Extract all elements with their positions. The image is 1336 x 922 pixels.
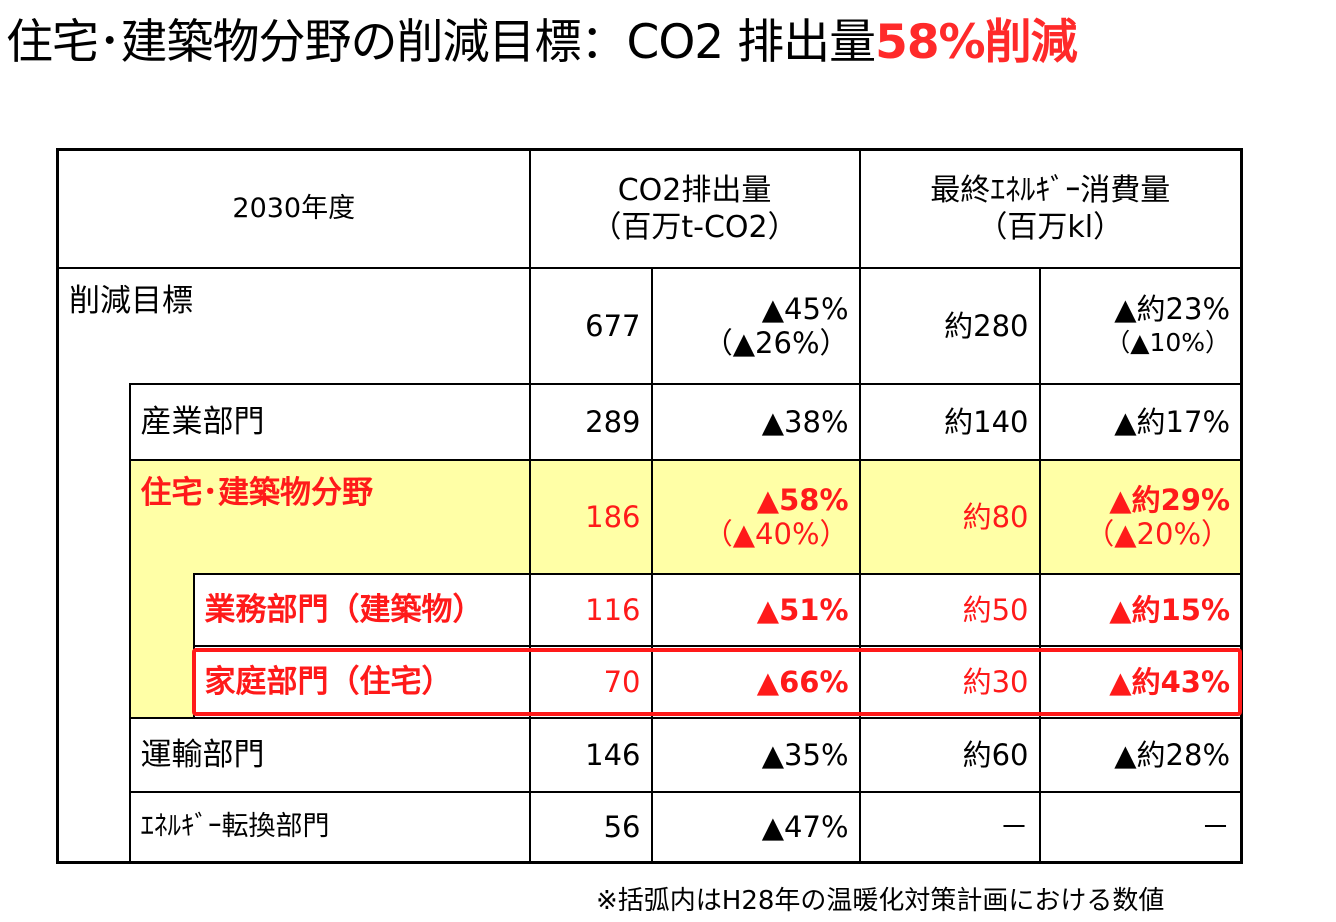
row-industry-co2-pct: ▲38% bbox=[650, 382, 861, 461]
header-co2-unit: （百万t-CO2） bbox=[591, 209, 798, 245]
title-highlight: 58%削減 bbox=[875, 15, 1077, 70]
row-building-co2-pct: ▲58% （▲40%） bbox=[650, 458, 861, 575]
row-household: 家庭部門（住宅） 70 ▲66% 約30 ▲約43% bbox=[58, 644, 1243, 719]
title-main: 住宅･建築物分野の削減目標：CO2 排出量 bbox=[6, 15, 876, 70]
row-building-energy-pct-value: ▲約29% bbox=[1109, 482, 1231, 517]
row-industry-energy-pct: ▲約17% bbox=[1038, 382, 1243, 461]
row-total-label: 削減目標 bbox=[56, 266, 531, 384]
row-transport: 運輸部門 146 ▲35% 約60 ▲約28% bbox=[58, 716, 1243, 793]
row-transport-co2-pct: ▲35% bbox=[650, 716, 861, 793]
row-business-energy: 約50 bbox=[858, 572, 1041, 647]
building-indent-spacer bbox=[128, 573, 195, 719]
row-total-co2-pct-value: ▲45% bbox=[761, 291, 849, 326]
row-total-energy-pct-value: ▲約23% bbox=[1114, 291, 1231, 326]
header-co2: CO2排出量 （百万t-CO2） bbox=[528, 148, 861, 269]
row-business-energy-pct: ▲約15% bbox=[1038, 572, 1243, 647]
row-total-energy: 約280 bbox=[858, 266, 1041, 385]
row-transport-label: 運輸部門 bbox=[128, 716, 531, 793]
row-household-energy: 約30 bbox=[858, 644, 1041, 719]
row-energy-conversion-energy: － bbox=[858, 790, 1041, 864]
row-energy-conversion: ｴﾈﾙｷﾞｰ転換部門 56 ▲47% － － bbox=[58, 790, 1243, 864]
header-co2-title: CO2排出量 bbox=[617, 172, 772, 208]
row-transport-energy: 約60 bbox=[858, 716, 1041, 793]
row-energy-conversion-energy-pct: － bbox=[1038, 790, 1243, 864]
header-energy-unit: （百万kl） bbox=[977, 209, 1124, 245]
row-business-co2-pct: ▲51% bbox=[650, 572, 861, 647]
row-energy-conversion-co2-pct: ▲47% bbox=[650, 790, 861, 864]
row-energy-conversion-label: ｴﾈﾙｷﾞｰ転換部門 bbox=[128, 790, 531, 864]
header-year: 2030年度 bbox=[56, 148, 531, 269]
row-total-co2-pct: ▲45% （▲26%） bbox=[650, 266, 861, 385]
row-transport-co2: 146 bbox=[528, 716, 653, 793]
row-household-energy-pct: ▲約43% bbox=[1038, 644, 1243, 719]
row-building: 住宅･建築物分野 186 ▲58% （▲40%） 約80 ▲約29% （▲20%… bbox=[57, 458, 1243, 575]
row-business-co2: 116 bbox=[528, 572, 653, 647]
row-industry-co2: 289 bbox=[528, 382, 653, 461]
row-industry-energy: 約140 bbox=[858, 382, 1041, 461]
row-building-energy: 約80 bbox=[858, 458, 1041, 575]
header-row: 2030年度 CO2排出量 （百万t-CO2） 最終ｴﾈﾙｷﾞｰ消費量 （百万k… bbox=[56, 148, 1243, 269]
header-energy: 最終ｴﾈﾙｷﾞｰ消費量 （百万kl） bbox=[858, 148, 1243, 269]
row-household-label: 家庭部門（住宅） bbox=[192, 644, 531, 719]
footnote: ※括弧内はH28年の温暖化対策計画における数値 bbox=[596, 886, 1165, 916]
row-total: 削減目標 677 ▲45% （▲26%） 約280 ▲約23% （▲10%） bbox=[56, 266, 1243, 385]
row-household-co2-pct: ▲66% bbox=[650, 644, 861, 719]
row-energy-conversion-co2: 56 bbox=[528, 790, 653, 864]
row-total-co2: 677 bbox=[528, 266, 653, 385]
header-energy-title: 最終ｴﾈﾙｷﾞｰ消費量 bbox=[930, 172, 1171, 208]
row-building-co2: 186 bbox=[528, 458, 653, 575]
row-household-co2: 70 bbox=[528, 644, 653, 719]
row-building-energy-pct: ▲約29% （▲20%） bbox=[1038, 458, 1243, 575]
page-title: 住宅･建築物分野の削減目標：CO2 排出量58%削減 bbox=[6, 8, 1332, 78]
row-total-energy-pct: ▲約23% （▲10%） bbox=[1038, 266, 1243, 385]
row-business: 業務部門（建築物） 116 ▲51% 約50 ▲約15% bbox=[58, 572, 1243, 719]
row-industry: 産業部門 289 ▲38% 約140 ▲約17% bbox=[56, 382, 1243, 864]
row-building-co2-pct-prev: （▲40%） bbox=[703, 516, 849, 551]
row-business-label: 業務部門（建築物） bbox=[192, 572, 531, 647]
reduction-target-table: 2030年度 CO2排出量 （百万t-CO2） 最終ｴﾈﾙｷﾞｰ消費量 （百万k… bbox=[56, 148, 1244, 864]
row-transport-energy-pct: ▲約28% bbox=[1038, 716, 1243, 793]
row-industry-label: 産業部門 bbox=[128, 382, 531, 461]
row-total-co2-pct-prev: （▲26%） bbox=[703, 325, 849, 360]
row-building-energy-pct-prev: （▲20%） bbox=[1085, 516, 1231, 551]
row-total-energy-pct-prev: （▲10%） bbox=[1105, 327, 1231, 357]
row-building-co2-pct-value: ▲58% bbox=[756, 482, 849, 517]
row-building-label: 住宅･建築物分野 bbox=[128, 458, 531, 574]
indent-spacer bbox=[56, 383, 131, 864]
